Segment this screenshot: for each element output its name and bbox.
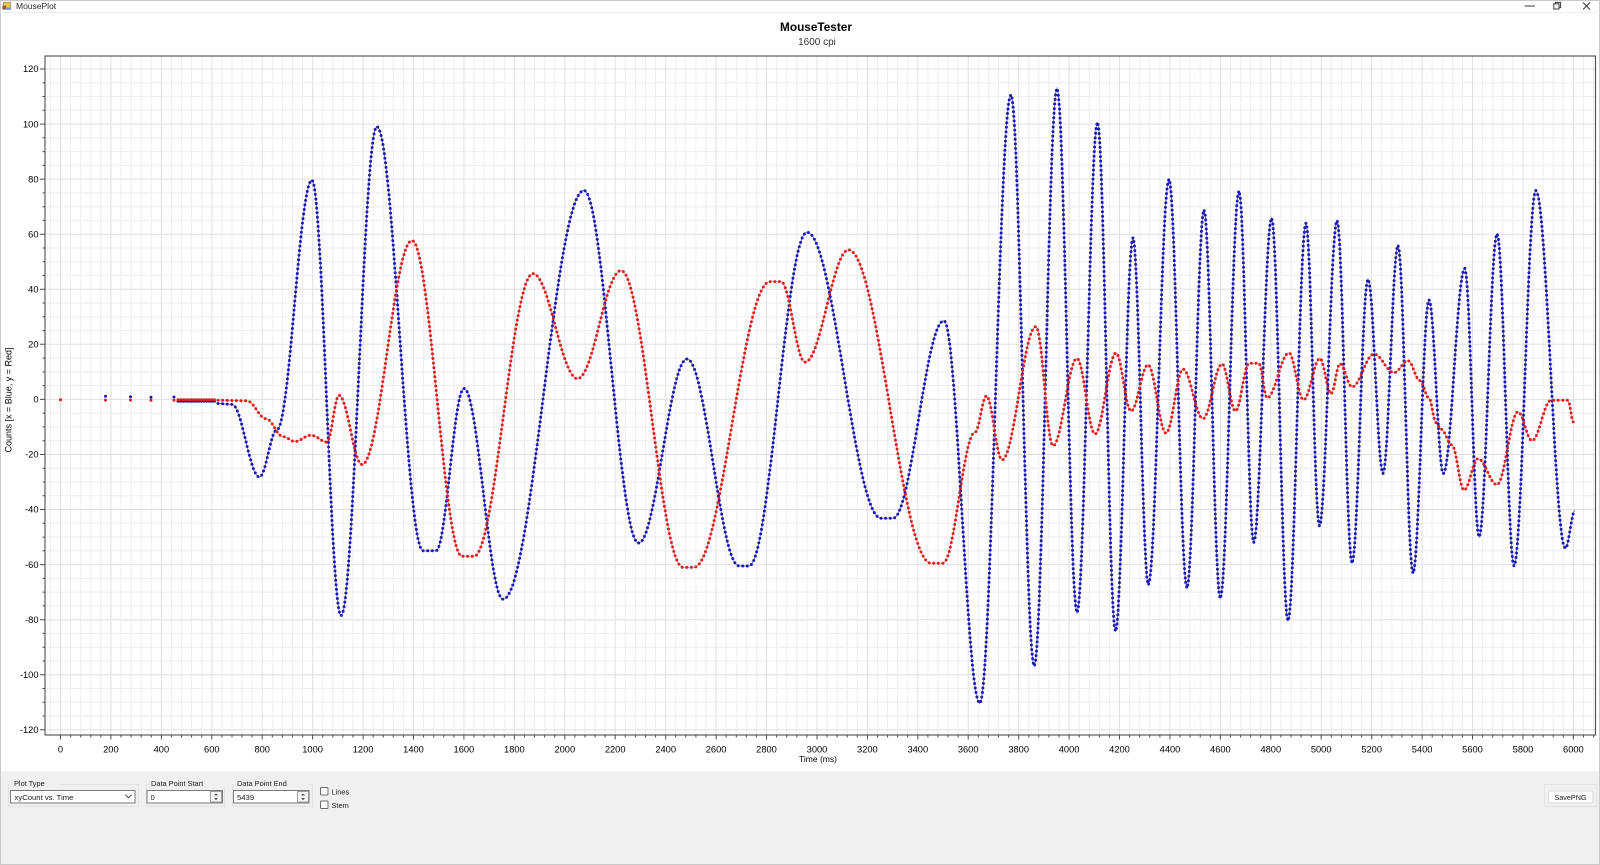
svg-text:-80: -80 [25,615,38,625]
svg-text:0: 0 [58,745,63,755]
svg-text:-120: -120 [20,725,39,735]
svg-text:5800: 5800 [1513,745,1534,755]
svg-text:5439: 5439 [237,793,254,802]
svg-text:2400: 2400 [655,745,676,755]
svg-text:1400: 1400 [403,745,424,755]
svg-text:xyCount vs. Time: xyCount vs. Time [15,793,74,802]
svg-text:40: 40 [28,285,38,295]
svg-text:1600 cpi: 1600 cpi [798,37,836,48]
svg-text:3400: 3400 [907,745,928,755]
svg-text:100: 100 [23,119,39,129]
svg-text:5200: 5200 [1361,745,1382,755]
svg-text:Lines: Lines [332,788,350,797]
svg-text:3600: 3600 [958,745,979,755]
svg-text:2600: 2600 [706,745,727,755]
svg-text:-60: -60 [25,560,38,570]
svg-text:Data Point End: Data Point End [237,779,287,788]
svg-text:200: 200 [103,745,119,755]
svg-text:4000: 4000 [1059,745,1080,755]
svg-text:1200: 1200 [353,745,374,755]
svg-text:20: 20 [28,340,38,350]
svg-text:SavePNG: SavePNG [1555,793,1587,802]
svg-text:1000: 1000 [302,745,323,755]
svg-text:800: 800 [254,745,270,755]
svg-text:2800: 2800 [756,745,777,755]
svg-text:400: 400 [154,745,170,755]
svg-text:60: 60 [28,229,38,239]
svg-text:5400: 5400 [1412,745,1433,755]
svg-text:80: 80 [28,174,38,184]
svg-text:3800: 3800 [1008,745,1029,755]
svg-text:0: 0 [151,793,155,802]
svg-text:5600: 5600 [1462,745,1483,755]
svg-text:5000: 5000 [1311,745,1332,755]
svg-text:1600: 1600 [454,745,475,755]
svg-text:2000: 2000 [554,745,575,755]
svg-text:1800: 1800 [504,745,525,755]
svg-text:3000: 3000 [807,745,828,755]
svg-text:-20: -20 [25,450,38,460]
svg-text:-100: -100 [20,670,39,680]
svg-text:-40: -40 [25,505,38,515]
svg-text:4200: 4200 [1109,745,1130,755]
svg-text:4800: 4800 [1260,745,1281,755]
svg-text:Data Point Start: Data Point Start [151,779,203,788]
svg-text:600: 600 [204,745,220,755]
svg-text:4600: 4600 [1210,745,1231,755]
svg-text:Counts [x = Blue, y = Red]: Counts [x = Blue, y = Red] [4,347,14,452]
svg-text:4400: 4400 [1160,745,1181,755]
svg-text:3200: 3200 [857,745,878,755]
svg-text:MousePlot: MousePlot [16,1,57,11]
svg-text:2200: 2200 [605,745,626,755]
svg-text:Plot Type: Plot Type [14,779,45,788]
svg-text:0: 0 [33,395,38,405]
svg-text:MouseTester: MouseTester [780,20,852,34]
svg-text:120: 120 [23,64,39,74]
svg-text:6000: 6000 [1563,745,1584,755]
svg-text:Time (ms): Time (ms) [799,754,837,764]
svg-text:Stem: Stem [332,801,349,810]
